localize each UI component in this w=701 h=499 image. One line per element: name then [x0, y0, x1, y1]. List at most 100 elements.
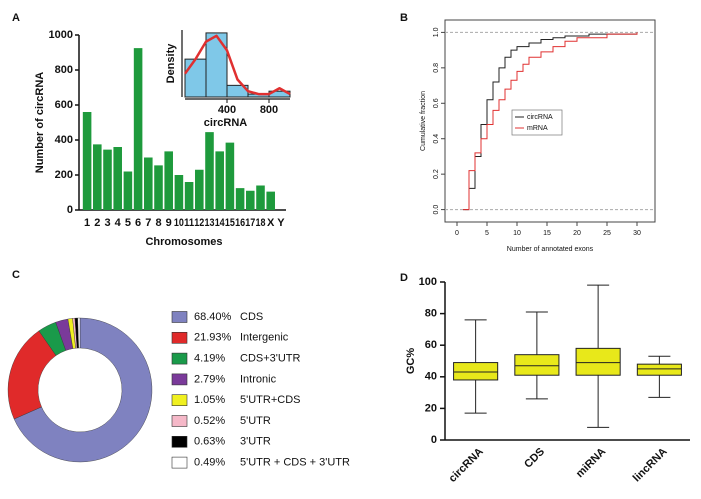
- y-tick-label: 20: [425, 402, 437, 414]
- donut-slice: [77, 317, 81, 349]
- x-tick-label: 20: [573, 230, 581, 237]
- bar: [174, 175, 184, 210]
- legend-label: circRNA: [527, 114, 553, 121]
- legend-value: 68.40%: [194, 311, 232, 323]
- legend-swatch: [171, 352, 188, 365]
- donut-slice: [13, 317, 153, 463]
- bar: [144, 157, 153, 210]
- x-tick-label: 0: [455, 230, 459, 237]
- y-tick-label: 40: [425, 371, 437, 383]
- x-tick-label: 7: [145, 217, 151, 229]
- y-tick-label: 1.0: [433, 27, 440, 37]
- bar: [246, 190, 255, 210]
- bar: [215, 151, 224, 210]
- bar: [164, 151, 173, 210]
- legend-swatch: [171, 456, 188, 469]
- panel-label: B: [400, 12, 408, 24]
- x-tick-label: 17: [245, 217, 255, 229]
- legend-label: CDS: [240, 311, 263, 323]
- y-tick-label: 400: [55, 134, 73, 146]
- box: [514, 354, 560, 376]
- legend-value: 1.05%: [194, 394, 225, 406]
- y-tick-label: 0: [431, 434, 437, 446]
- hist-bar: [205, 32, 228, 98]
- x-tick-label: 18: [256, 217, 266, 229]
- y-axis-title: Cumulative fraction: [420, 91, 427, 151]
- bar: [113, 147, 122, 210]
- legend-label: CDS+3'UTR: [240, 353, 301, 365]
- hist-bar: [184, 58, 207, 98]
- bar: [103, 149, 112, 210]
- legend-value: 4.19%: [194, 353, 225, 365]
- legend-value: 2.79%: [194, 373, 225, 385]
- x-tick-label: 10: [174, 217, 184, 229]
- x-tick-label: 15: [543, 230, 551, 237]
- bar: [225, 142, 235, 210]
- bar: [256, 185, 265, 210]
- x-tick-label: 2: [94, 217, 100, 229]
- y-tick-label: 100: [419, 276, 437, 288]
- y-tick-label: 0.4: [433, 134, 440, 144]
- y-axis-title: GC%: [405, 348, 417, 375]
- x-tick-label: 10: [513, 230, 521, 237]
- y-tick-label: 0: [67, 204, 73, 216]
- x-tick-label: Y: [277, 217, 285, 229]
- x-tick-label: X: [267, 217, 275, 229]
- bar: [266, 191, 275, 210]
- legend-swatch: [171, 415, 188, 427]
- y-tick-label: 0.0: [433, 205, 440, 215]
- legend-value: 0.49%: [194, 457, 225, 469]
- x-tick-label: 1: [84, 217, 90, 229]
- legend-swatch: [171, 435, 188, 448]
- density-curve: [183, 34, 291, 96]
- legend-swatch: [171, 373, 188, 386]
- plot-frame: [444, 19, 656, 223]
- y-axis-title: Density: [165, 43, 177, 84]
- legend-value: 0.52%: [194, 415, 225, 427]
- panel-label: C: [12, 269, 20, 281]
- x-axis-title: Number of annotated exons: [507, 246, 594, 253]
- x-tick-label: 15: [225, 217, 235, 229]
- x-tick-label: 16: [235, 217, 245, 229]
- legend-label: 5'UTR+CDS: [240, 394, 300, 406]
- legend-box: [511, 109, 563, 136]
- bar: [184, 182, 194, 210]
- legend-label: mRNA: [527, 125, 548, 132]
- x-tick-label: 5: [485, 230, 489, 237]
- x-tick-label: 5: [125, 217, 131, 229]
- bar: [82, 112, 92, 210]
- box: [575, 347, 621, 376]
- bar: [195, 169, 204, 210]
- bar: [133, 48, 143, 210]
- x-tick-label: 6: [135, 217, 141, 229]
- legend-value: 21.93%: [194, 332, 232, 344]
- bar: [123, 171, 133, 210]
- y-tick-label: 200: [55, 169, 73, 181]
- bar: [205, 132, 214, 210]
- panel-label: D: [400, 272, 408, 284]
- y-tick-label: 60: [425, 339, 437, 351]
- legend-swatch: [171, 311, 188, 323]
- legend-label: Intergenic: [240, 332, 289, 344]
- box: [636, 363, 682, 376]
- legend-label: 3'UTR: [240, 436, 271, 448]
- x-tick-label: 800: [260, 104, 278, 116]
- x-axis-title: Chromosomes: [145, 236, 222, 248]
- bar: [235, 188, 245, 210]
- y-tick-label: 600: [55, 99, 73, 111]
- x-tick-label: 14: [215, 217, 226, 229]
- x-tick-label: 4: [115, 217, 122, 229]
- x-tick-label: 30: [633, 230, 641, 237]
- legend-label: 5'UTR + CDS + 3'UTR: [240, 457, 350, 469]
- legend-value: 0.63%: [194, 436, 225, 448]
- y-tick-label: 0.8: [433, 63, 440, 73]
- legend-swatch: [171, 394, 188, 407]
- legend-label: Intronic: [240, 373, 277, 385]
- bar: [154, 165, 163, 210]
- x-axis-title: circRNA: [204, 117, 247, 129]
- x-tick-label: 8: [155, 217, 161, 229]
- y-tick-label: 0.6: [433, 98, 440, 108]
- x-tick-label: 25: [603, 230, 611, 237]
- legend-label: 5'UTR: [240, 415, 271, 427]
